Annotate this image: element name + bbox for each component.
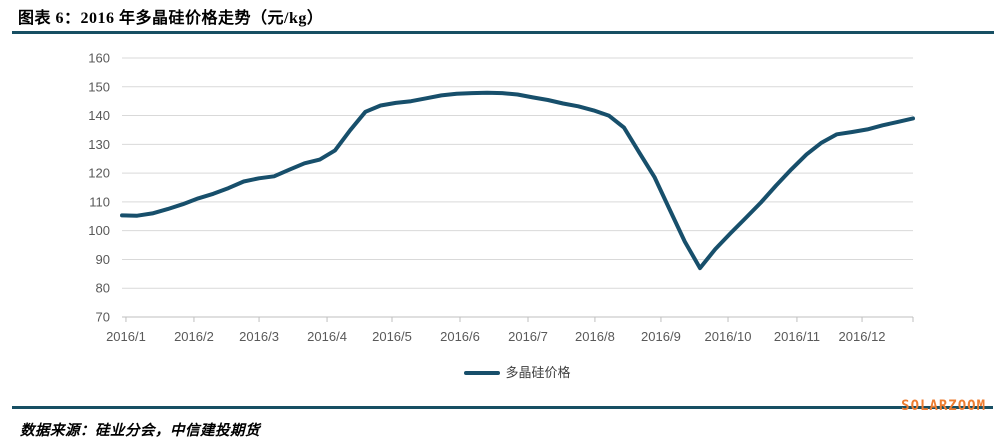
x-tick-label: 2016/4 (307, 329, 347, 344)
footer-rule (12, 406, 993, 409)
y-tick-label: 110 (89, 194, 110, 209)
y-tick-label: 70 (96, 310, 110, 325)
y-tick-label: 160 (88, 51, 110, 66)
y-tick-label: 120 (88, 166, 110, 181)
x-tick-label: 2016/3 (239, 329, 279, 344)
solarzoom-watermark: SOLARZOOM (901, 398, 986, 414)
y-tick-label: 90 (96, 252, 110, 267)
x-tick-label: 2016/8 (575, 329, 615, 344)
x-tick-label: 2016/5 (372, 329, 412, 344)
y-tick-label: 140 (88, 108, 110, 123)
y-tick-label: 150 (88, 79, 110, 94)
x-tick-label: 2016/6 (440, 329, 480, 344)
x-tick-label: 2016/12 (839, 329, 886, 344)
x-tick-label: 2016/2 (174, 329, 214, 344)
title-rule (12, 31, 994, 34)
figure-title: 图表 6：2016 年多晶硅价格走势（元/kg） (18, 10, 324, 27)
legend-series-label: 多晶硅价格 (505, 365, 571, 380)
y-tick-label: 100 (88, 223, 110, 238)
x-tick-label: 2016/7 (508, 329, 548, 344)
y-tick-label: 130 (88, 137, 110, 152)
y-tick-label: 80 (96, 281, 110, 296)
x-tick-label: 2016/1 (106, 329, 146, 344)
polysilicon-price-line-chart: 70 80 90 100 110 120 130 140 150 160 2016/1 2016/2 2… (88, 51, 915, 344)
x-tick-label: 2016/10 (705, 329, 752, 344)
x-tick-label: 2016/11 (774, 329, 820, 344)
data-source-note: 数据来源：硅业分会，中信建投期货 (20, 423, 260, 439)
x-tick-label: 2016/9 (641, 329, 681, 344)
chart-legend: 多晶硅价格 (122, 366, 913, 379)
legend-line-swatch (464, 370, 501, 375)
price-series-line (120, 90, 915, 271)
